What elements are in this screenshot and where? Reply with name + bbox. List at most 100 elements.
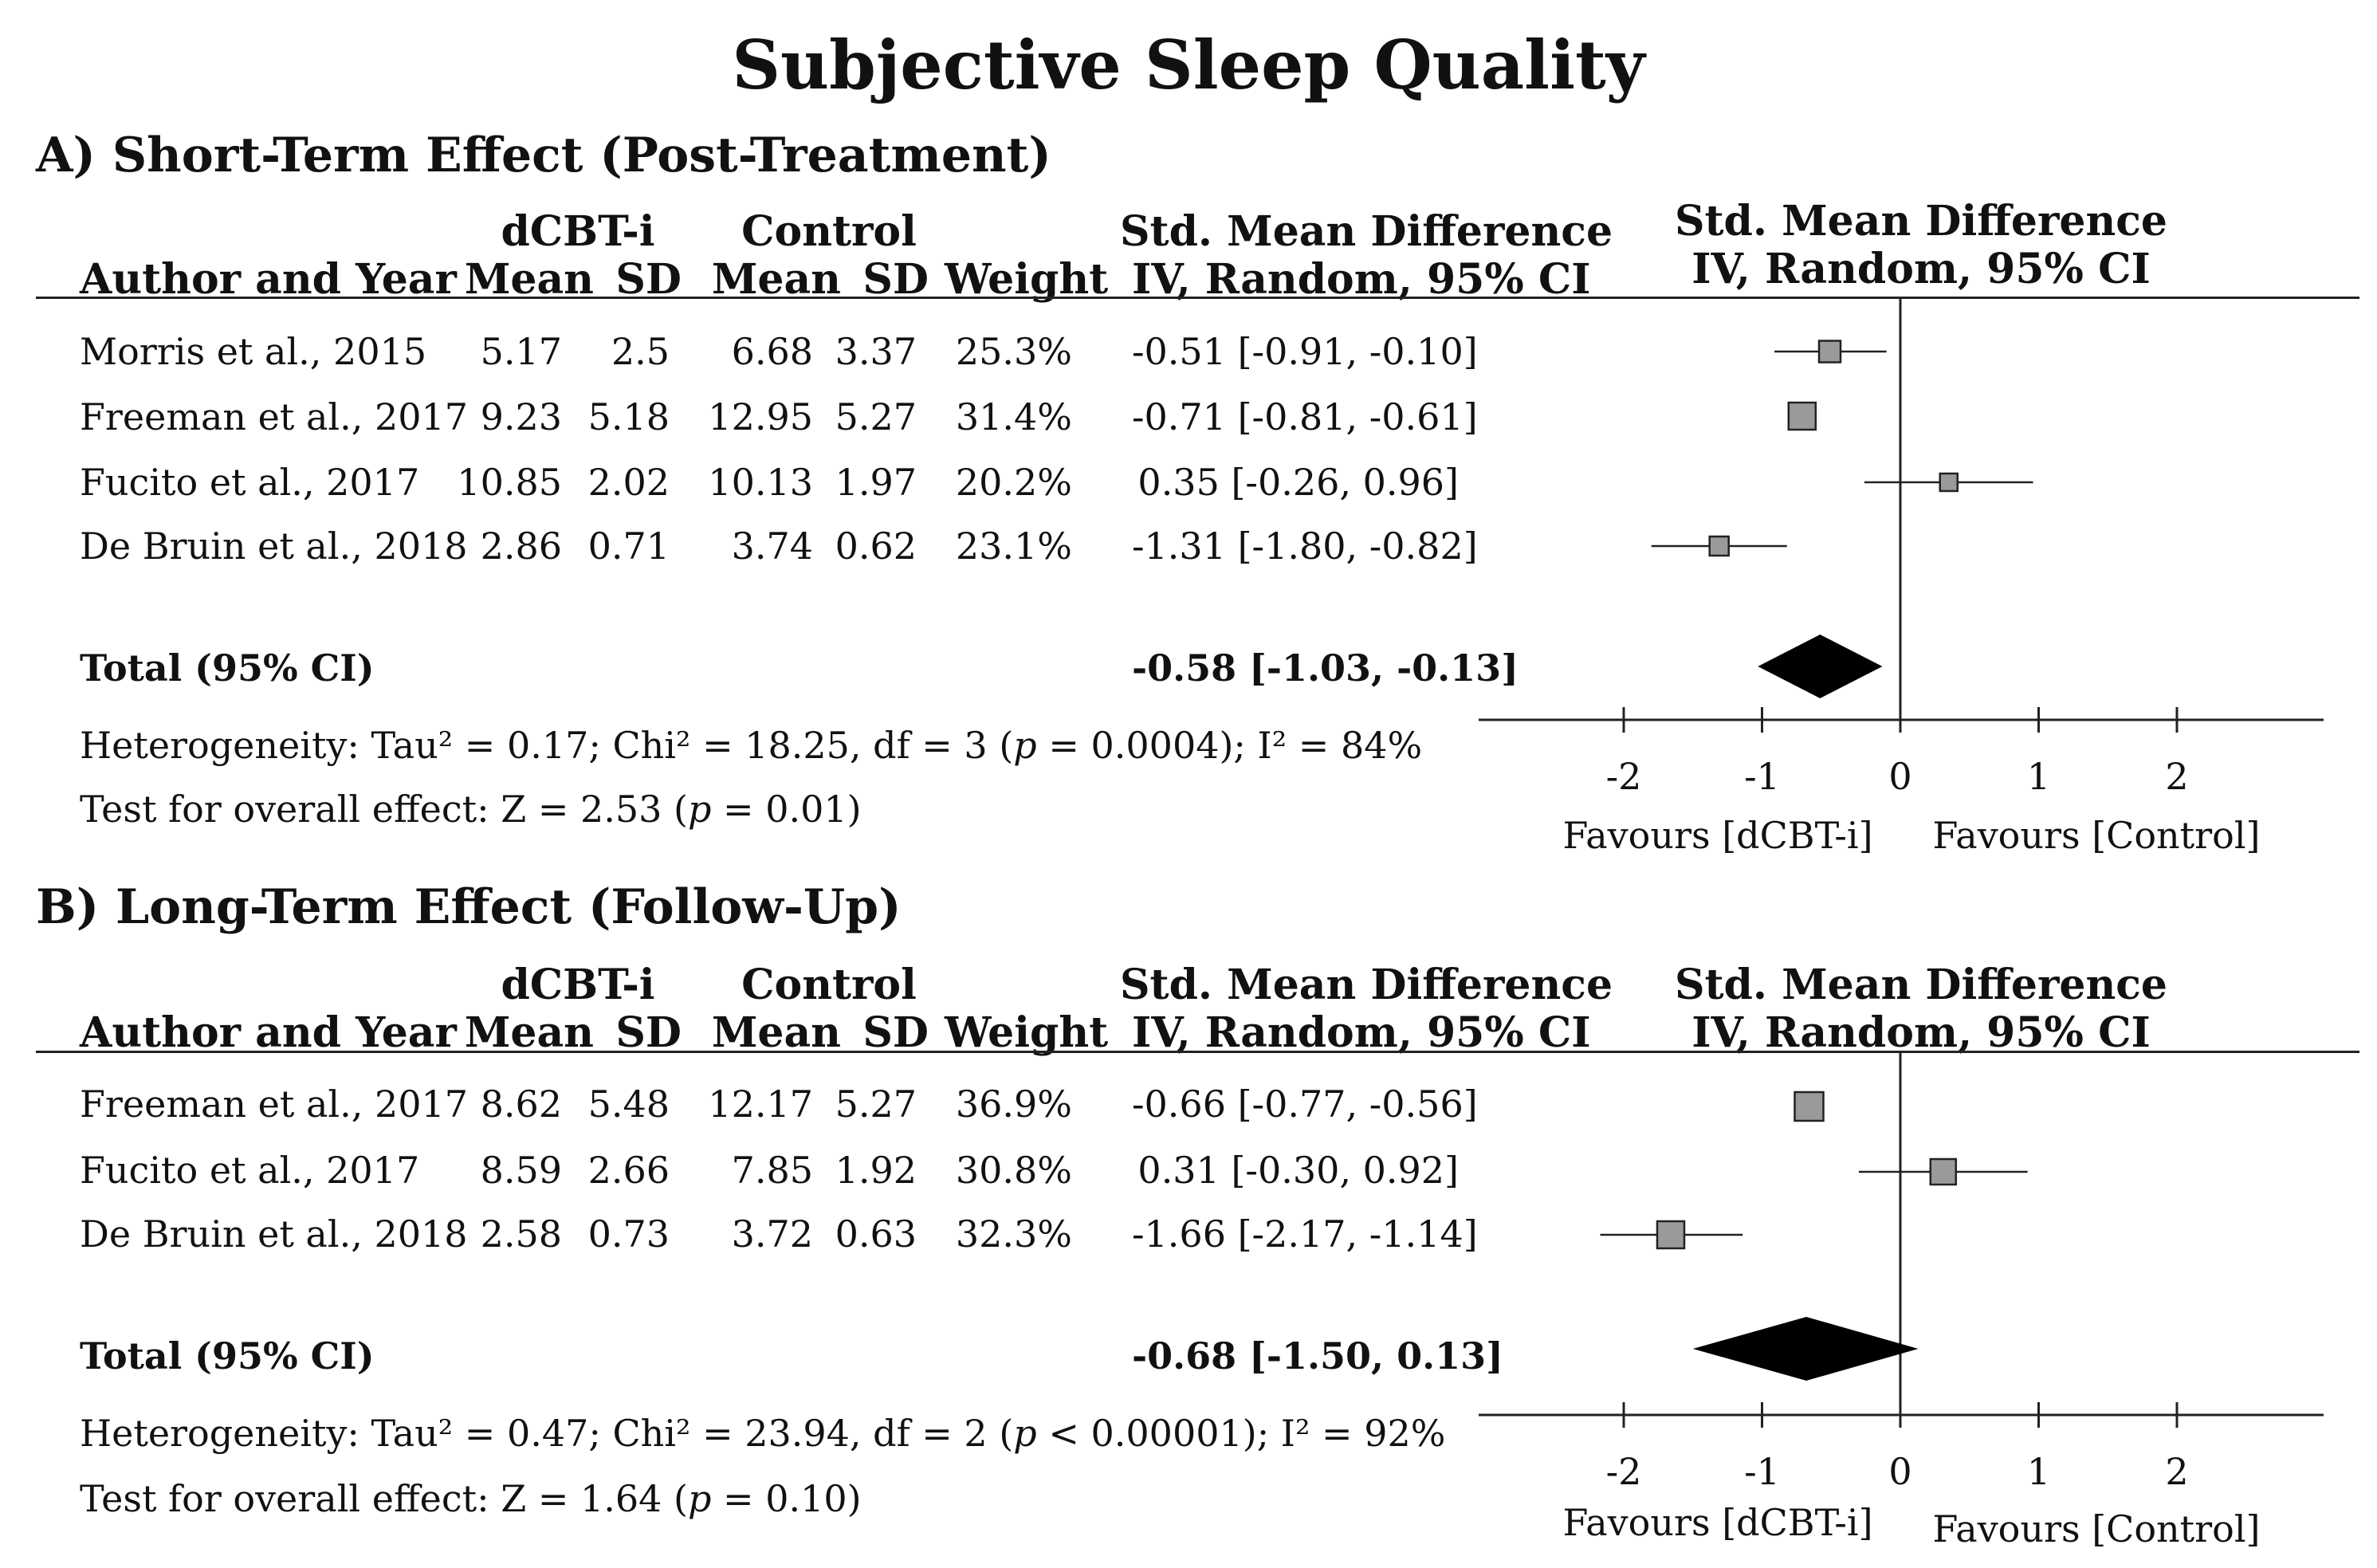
row-sd2: 0.62 <box>835 525 917 568</box>
favours-right-label: Favours [Control] <box>1932 814 2261 857</box>
row-ci: -0.66 [-0.77, -0.56] <box>1132 1083 1478 1126</box>
total-label: Total (95% CI) <box>80 1334 375 1377</box>
row-weight: 23.1% <box>955 525 1072 568</box>
favours-left-label: Favours [dCBT-i] <box>1562 1501 1873 1544</box>
row-sd2: 0.63 <box>835 1212 917 1256</box>
row-sd1: 2.66 <box>587 1149 670 1192</box>
row-author: Freeman et al., 2017 <box>80 1083 469 1126</box>
header-rule <box>36 297 2359 299</box>
heterogeneity-text: Heterogeneity: Tau² = 0.47; Chi² = 23.94… <box>80 1412 1446 1455</box>
row-mean1: 2.58 <box>480 1212 562 1256</box>
overall-effect-text: Test for overall effect: Z = 1.64 (p = 0… <box>80 1477 862 1520</box>
x-tick-label: -2 <box>1606 755 1642 798</box>
row-mean2: 7.85 <box>731 1149 813 1192</box>
row-mean2: 12.95 <box>708 395 813 438</box>
row-mean1: 10.85 <box>457 461 562 504</box>
smd-header-line1: Std. Mean Difference <box>1120 961 1613 1009</box>
x-tick-label: 1 <box>2027 755 2050 798</box>
group1-header: dCBT-i <box>501 961 655 1009</box>
plot-header-line1: Std. Mean Difference <box>1674 197 2168 246</box>
row-ci: 0.31 [-0.30, 0.92] <box>1137 1149 1459 1192</box>
section-title: A) Short-Term Effect (Post-Treatment) <box>36 128 1051 183</box>
row-mean2: 6.68 <box>731 330 813 373</box>
row-author: De Bruin et al., 2018 <box>80 1212 468 1256</box>
plot-header-line1: Std. Mean Difference <box>1674 961 2168 1009</box>
row-ci: -1.66 [-2.17, -1.14] <box>1132 1212 1478 1256</box>
group2-header: Control <box>741 207 917 256</box>
total-ci: -0.68 [-1.50, 0.13] <box>1132 1334 1503 1377</box>
total-ci: -0.58 [-1.03, -0.13] <box>1132 646 1519 690</box>
row-weight: 32.3% <box>955 1212 1072 1256</box>
x-tick-label: 0 <box>1888 755 1911 798</box>
row-author: Freeman et al., 2017 <box>80 395 469 438</box>
row-mean1: 8.59 <box>480 1149 562 1192</box>
mean1-header: Mean <box>464 255 594 304</box>
study-estimate-box <box>1929 1157 1958 1186</box>
header-rule <box>36 1051 2359 1053</box>
study-estimate-box <box>1787 401 1817 431</box>
study-estimate-box <box>1817 340 1842 364</box>
row-ci: -0.51 [-0.91, -0.10] <box>1132 330 1478 373</box>
row-sd2: 1.92 <box>835 1149 917 1192</box>
page-title: Subjective Sleep Quality <box>732 26 1645 104</box>
plot-header-line2: IV, Random, 95% CI <box>1691 1008 2151 1057</box>
sd2-header: SD <box>862 1008 929 1057</box>
total-label: Total (95% CI) <box>80 646 375 690</box>
row-sd2: 1.97 <box>835 461 917 504</box>
row-sd2: 5.27 <box>835 1083 917 1126</box>
row-author: Fucito et al., 2017 <box>80 1149 420 1192</box>
row-sd1: 2.02 <box>587 461 670 504</box>
row-sd1: 5.18 <box>587 395 670 438</box>
author-header: Author and Year <box>80 255 457 304</box>
row-sd1: 2.5 <box>611 330 670 373</box>
row-author: Morris et al., 2015 <box>80 330 427 373</box>
study-estimate-box <box>1708 535 1730 557</box>
sd2-header: SD <box>862 255 929 304</box>
row-mean1: 8.62 <box>480 1083 562 1126</box>
weight-header: Weight <box>945 255 1109 304</box>
row-mean2: 10.13 <box>708 461 813 504</box>
row-sd1: 5.48 <box>587 1083 670 1126</box>
row-sd2: 3.37 <box>835 330 917 373</box>
overall-effect-text: Test for overall effect: Z = 2.53 (p = 0… <box>80 788 862 831</box>
row-author: De Bruin et al., 2018 <box>80 525 468 568</box>
favours-left-label: Favours [dCBT-i] <box>1562 814 1873 857</box>
smd-header-line2: IV, Random, 95% CI <box>1132 255 1591 304</box>
plot-header-line2: IV, Random, 95% CI <box>1691 245 2151 293</box>
x-tick-label: -1 <box>1744 755 1780 798</box>
section-title: B) Long-Term Effect (Follow-Up) <box>36 879 902 935</box>
row-sd1: 0.71 <box>587 525 670 568</box>
row-weight: 30.8% <box>955 1149 1072 1192</box>
smd-header-line2: IV, Random, 95% CI <box>1132 1008 1591 1057</box>
mean2-header: Mean <box>711 255 841 304</box>
study-estimate-box <box>1656 1220 1686 1250</box>
row-ci: -1.31 [-1.80, -0.82] <box>1132 525 1478 568</box>
sd1-header: SD <box>615 1008 682 1057</box>
sd1-header: SD <box>615 255 682 304</box>
row-mean1: 2.86 <box>480 525 562 568</box>
study-estimate-box <box>1939 472 1959 493</box>
author-header: Author and Year <box>80 1008 457 1057</box>
row-ci: -0.71 [-0.81, -0.61] <box>1132 395 1478 438</box>
row-mean2: 3.72 <box>731 1212 813 1256</box>
row-mean2: 3.74 <box>731 525 813 568</box>
row-author: Fucito et al., 2017 <box>80 461 420 504</box>
row-weight: 31.4% <box>955 395 1072 438</box>
group2-header: Control <box>741 961 917 1009</box>
x-tick-label: 0 <box>1888 1450 1911 1493</box>
x-tick-label: 1 <box>2027 1450 2050 1493</box>
row-mean2: 12.17 <box>708 1083 813 1126</box>
weight-header: Weight <box>945 1008 1109 1057</box>
mean2-header: Mean <box>711 1008 841 1057</box>
pooled-effect-diamond <box>1758 635 1883 698</box>
row-weight: 36.9% <box>955 1083 1072 1126</box>
row-sd1: 0.73 <box>587 1212 670 1256</box>
row-mean1: 9.23 <box>480 395 562 438</box>
smd-header-line1: Std. Mean Difference <box>1120 207 1613 256</box>
favours-right-label: Favours [Control] <box>1932 1507 2261 1550</box>
group1-header: dCBT-i <box>501 207 655 256</box>
row-sd2: 5.27 <box>835 395 917 438</box>
heterogeneity-text: Heterogeneity: Tau² = 0.17; Chi² = 18.25… <box>80 724 1423 767</box>
row-weight: 25.3% <box>955 330 1072 373</box>
